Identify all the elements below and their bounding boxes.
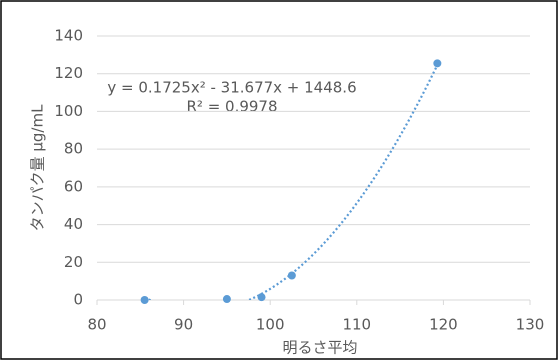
x-axis-label: 明るさ平均: [282, 339, 357, 357]
point: [287, 271, 296, 280]
x-tick-label: 120: [429, 316, 458, 334]
point: [222, 295, 231, 304]
x-tick-label: 90: [174, 316, 193, 334]
trendline-r2: R² = 0.9978: [186, 98, 277, 116]
point: [433, 59, 442, 68]
y-tick-label: 20: [64, 253, 83, 271]
x-tick-label: 100: [256, 316, 285, 334]
x-tick-label: 80: [87, 316, 106, 334]
y-tick-label: 60: [64, 177, 83, 195]
point: [257, 293, 266, 302]
trendline-equation: y = 0.1725x² - 31.677x + 1448.6: [107, 79, 356, 97]
y-tick-label: 120: [54, 64, 83, 82]
y-tick-label: 140: [54, 27, 83, 45]
y-tick-label: 0: [73, 291, 83, 309]
y-tick-label: 40: [64, 215, 83, 233]
y-axis-label: タンパク量 μg/mL: [29, 104, 47, 231]
x-tick-label: 110: [342, 316, 371, 334]
y-tick-label: 100: [54, 102, 83, 120]
x-tick-label: 130: [516, 316, 545, 334]
y-tick-label: 80: [64, 140, 83, 158]
trendline: [144, 64, 439, 300]
point: [140, 296, 149, 304]
